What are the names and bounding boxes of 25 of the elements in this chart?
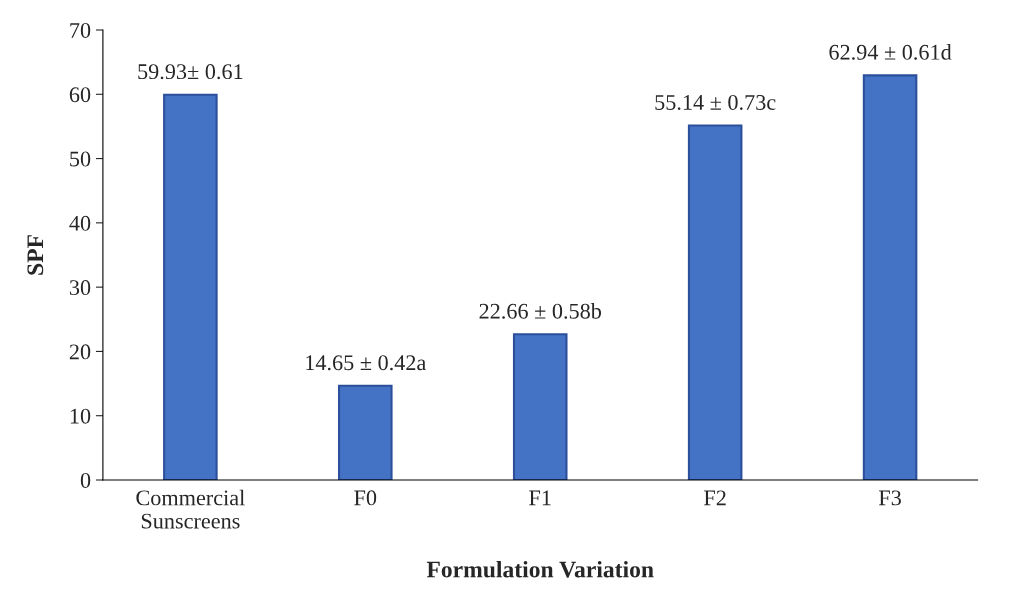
y-tick-label: 60 [69, 87, 91, 103]
bar [862, 74, 918, 480]
y-tick-label: 70 [70, 22, 91, 38]
y-tick-label: 0 [80, 472, 91, 488]
x-tick-label: F2 [704, 490, 726, 506]
bar [338, 384, 393, 480]
x-tick-label: F1 [529, 490, 551, 506]
data-label: 14.65 ± 0.42a [306, 355, 427, 371]
bar [512, 333, 568, 480]
data-label: 59.93± 0.61 [138, 64, 243, 80]
data-label: 62.94 ± 0.61d [829, 44, 952, 60]
y-tick-label: 20 [69, 344, 91, 360]
x-tick-label: F0 [354, 490, 377, 506]
x-tick-label: Commercial Sunscreens [136, 489, 245, 529]
y-tick-label: 10 [70, 408, 91, 424]
bar [687, 124, 743, 480]
x-tick-label: F3 [878, 490, 901, 506]
data-label: 55.14 ± 0.73c [655, 94, 776, 110]
y-tick-label: 40 [69, 215, 91, 231]
x-axis-title: Formulation Variation [426, 560, 654, 578]
bar [163, 93, 218, 480]
y-tick-label: 50 [70, 151, 91, 167]
y-tick-label: 30 [69, 280, 91, 296]
data-label: 22.66 ± 0.58b [479, 303, 602, 319]
y-axis-title: SPF [27, 235, 44, 275]
